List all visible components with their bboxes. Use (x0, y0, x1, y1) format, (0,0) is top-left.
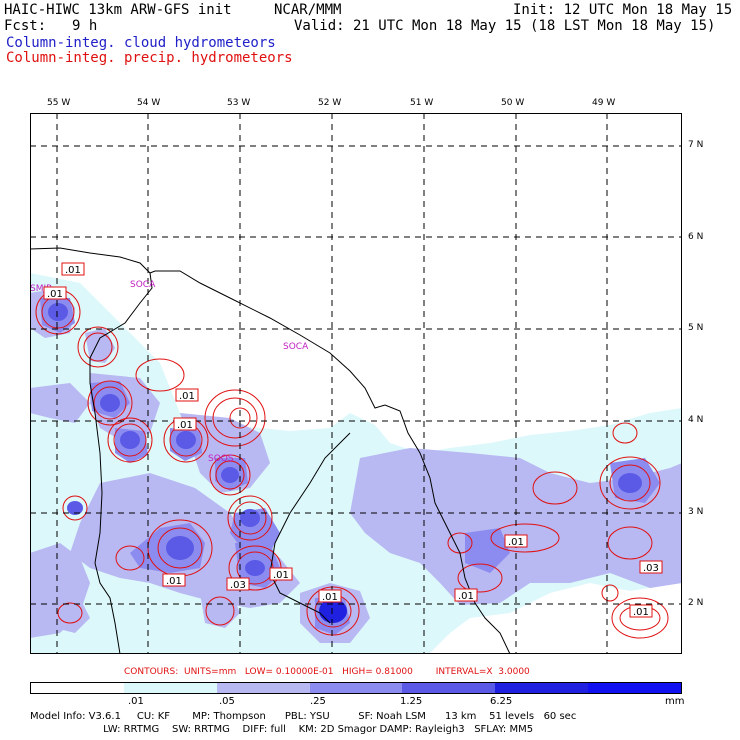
model-info-line1: Model Info: V3.6.1 CU: KF MP: Thompson P… (30, 711, 577, 722)
colorbar-segment (402, 683, 496, 693)
model-info-line2: LW: RRTMG SW: RRTMG DIFF: full KM: 2D Sm… (30, 724, 534, 735)
contour-label: .01 (633, 607, 649, 618)
forecast-map: SMJP SOCA SOCA SOOS .01 .01 .01 .01 .01 … (30, 113, 682, 654)
station-label: SOOS (208, 454, 234, 464)
lon-label: 51 W (410, 98, 434, 108)
contour-label: .01 (179, 391, 195, 402)
contour-label: .01 (322, 592, 338, 603)
colorbar-label: .05 (219, 696, 235, 707)
lat-lon-grid (30, 113, 682, 654)
field-cloud-label: Column-integ. cloud hydrometeors (6, 35, 276, 51)
contour-label: .01 (458, 591, 474, 602)
lon-label: 54 W (137, 98, 161, 108)
colorbar-segment (495, 683, 589, 693)
lon-label: 53 W (227, 98, 251, 108)
model-title: HAIC-HIWC 13km ARW-GFS init (4, 2, 232, 18)
coastline (30, 247, 511, 654)
valid-time: Valid: 21 UTC Mon 18 May 15 (18 LST Mon … (294, 18, 716, 34)
forecast-hour: 9 h (72, 18, 98, 34)
lat-label: 3 N (688, 507, 704, 517)
contour-value-labels: .01 .01 .01 .01 .01 .01 .03 .01 .01 .01 … (43, 262, 663, 618)
lon-label: 50 W (501, 98, 525, 108)
organization: NCAR/MMM (274, 2, 342, 18)
contour-label: .01 (166, 576, 182, 587)
colorbar-segment (309, 683, 403, 693)
lon-label: 49 W (592, 98, 616, 108)
precip-contours (35, 289, 669, 639)
colorbar-label: .25 (310, 696, 326, 707)
field-precip-label: Column-integ. precip. hydrometeors (6, 50, 293, 66)
cloud-shading (30, 273, 682, 654)
colorbar-unit: mm (665, 696, 685, 707)
lat-label: 2 N (688, 598, 704, 608)
lat-label: 4 N (688, 415, 704, 425)
contour-label: .01 (508, 537, 524, 548)
colorbar (30, 682, 682, 694)
station-label: SMJP (30, 284, 52, 294)
lat-label: 5 N (688, 323, 704, 333)
map-frame (30, 113, 682, 654)
lat-label: 6 N (688, 232, 704, 242)
lat-label: 7 N (688, 140, 704, 150)
station-label: SOCA (283, 342, 309, 352)
contour-label: .03 (643, 563, 659, 574)
station-label: SOCA (130, 280, 156, 290)
lon-label: 52 W (318, 98, 342, 108)
contour-label: .03 (230, 580, 246, 591)
contour-label: .01 (177, 420, 193, 431)
contour-label: .01 (273, 570, 289, 581)
colorbar-segment (31, 683, 124, 693)
lon-label: 55 W (47, 98, 71, 108)
contour-label: .01 (65, 265, 81, 276)
forecast-label: Fcst: (4, 18, 47, 34)
colorbar-segment (588, 683, 682, 693)
colorbar-segment (123, 683, 217, 693)
colorbar-label: 1.25 (400, 696, 423, 707)
colorbar-label: 6.25 (490, 696, 513, 707)
colorbar-label: .01 (128, 696, 144, 707)
init-time: Init: 12 UTC Mon 18 May 15 (513, 2, 733, 18)
contour-label: .01 (47, 289, 63, 300)
station-labels: SMJP SOCA SOCA SOOS (30, 280, 309, 464)
contour-info: CONTOURS: UNITS=mm LOW= 0.10000E-01 HIGH… (124, 667, 530, 677)
colorbar-segment (216, 683, 310, 693)
